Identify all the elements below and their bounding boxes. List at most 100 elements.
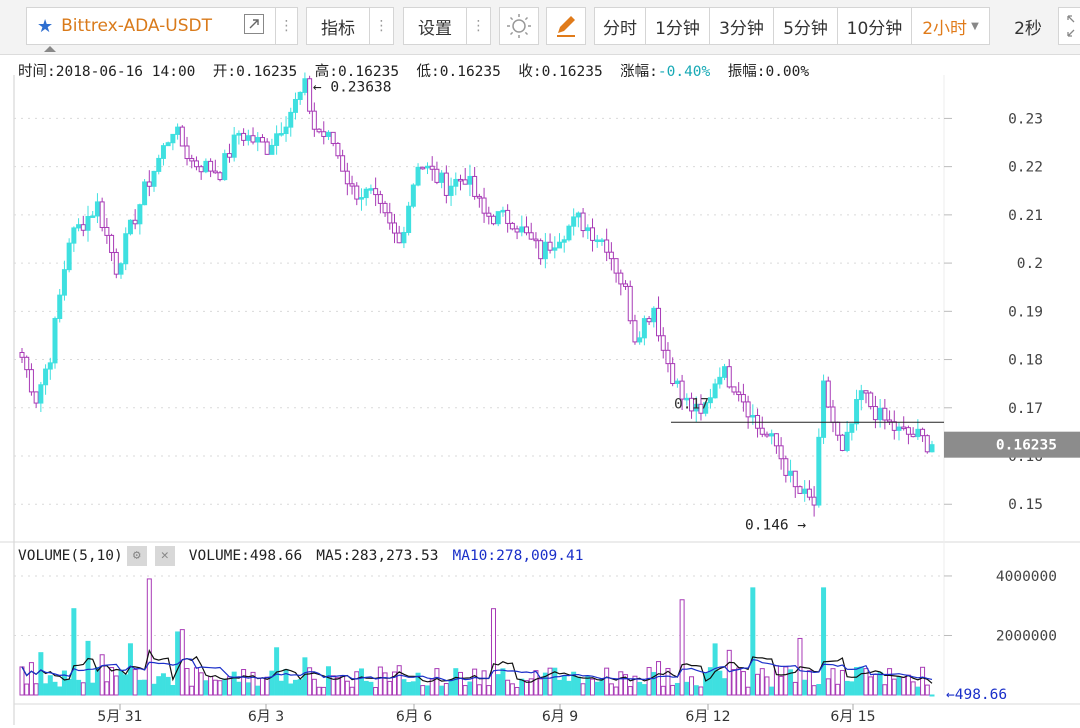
volume-bar [599,678,605,696]
volume-bar [759,668,765,696]
volume-bar [670,684,676,696]
candle-body [858,390,864,401]
volume-bar [94,666,100,696]
candle-body [740,394,746,403]
candle-body [863,390,869,394]
indicators-menu-handle[interactable]: ⋮ [370,7,394,45]
candle-body [292,98,298,113]
period-dropdown[interactable]: 2小时 ▼ [912,7,990,45]
gear-icon[interactable]: ⚙ [126,546,147,566]
volume-bar [868,676,874,696]
volume-header: VOLUME(5,10) ⚙ ✕ VOLUME:498.66 MA5:283,2… [18,546,583,566]
candle-body [491,215,497,225]
symbol-selector[interactable]: ★ Bittrex-ADA-USDT [26,7,276,45]
candle-body [349,183,355,187]
candle-body [160,145,166,159]
candle-body [877,407,883,421]
volume-bar [552,667,558,696]
candle-body [382,202,388,214]
volume-bar [231,671,237,696]
volume-bar [57,686,63,696]
volume-bar [736,667,742,696]
theme-toggle-button[interactable] [499,7,539,45]
x-axis-label: 6月 9 [542,709,578,725]
chevron-down-icon: ▼ [971,20,979,32]
volume-bar [891,678,897,696]
symbol-label: Bittrex-ADA-USDT [61,16,212,36]
volume-bar [731,669,737,696]
volume-bar [80,682,86,696]
period-tab-2[interactable]: 3分钟 [710,7,774,45]
candle-body [868,392,874,408]
volume-bar [722,678,728,696]
info-high: 0.16235 [337,64,400,80]
x-axis-label: 6月 6 [396,709,432,725]
volume-bar [816,684,822,696]
volume-bar [90,682,96,696]
volume-bar [113,675,119,696]
candle-body [627,285,633,322]
candle-body [189,158,195,162]
ma10-line [21,658,933,682]
candle-body [920,428,926,437]
volume-bar [547,667,553,696]
symbol-menu-handle[interactable]: ⋮ [276,7,298,45]
candle-body [745,401,751,418]
volume-bar [872,673,878,696]
candle-body [61,269,67,296]
refresh-rate[interactable]: 2秒 [1014,18,1042,39]
volume-bar [184,668,190,696]
volume-bar [278,680,284,696]
candle-body [448,185,454,196]
price-tick-label: 0.17 [1008,401,1043,417]
indicators-button[interactable]: 指标 [306,7,370,45]
candle-body [547,241,553,251]
volume-bar [160,673,166,696]
candle-body [226,153,232,158]
candle-body [151,170,157,187]
period-tab-0[interactable]: 分时 [594,7,646,45]
period-tab-3[interactable]: 5分钟 [774,7,838,45]
period-tab-4[interactable]: 10分钟 [838,7,912,45]
price-tick-label: 0.19 [1008,304,1043,320]
volume-bar [778,675,784,696]
volume-bar [542,672,548,696]
volume-bar [104,681,110,696]
volume-bar [618,671,624,696]
price-tick-label: 0.15 [1008,497,1043,513]
volume-bar [533,670,539,696]
draw-tool-button[interactable] [546,7,586,45]
volume-bar [189,685,195,696]
volume-bar [571,671,577,696]
close-icon[interactable]: ✕ [154,546,175,566]
candle-body [792,470,798,488]
candle-body [170,133,176,144]
candle-body [571,216,577,227]
candle-body [146,181,152,187]
volume-bar [656,661,662,696]
candle-body [924,435,930,453]
period-tab-1[interactable]: 1分钟 [646,7,710,45]
candle-body [354,185,360,200]
settings-menu-handle[interactable]: ⋮ [467,7,491,45]
candle-body [849,423,855,433]
volume-bar [109,667,115,696]
candle-body [259,137,265,143]
volume-tick-label: 4000000 [996,569,1057,585]
candle-body [495,211,501,225]
info-open: 0.16235 [236,64,298,80]
volume-bar [241,669,247,696]
fullscreen-button[interactable] [1058,7,1080,45]
candle-body [509,222,515,230]
volume-bar [33,683,39,696]
candle-body [839,434,845,451]
candle-body [825,380,831,408]
star-icon[interactable]: ★ [37,15,54,37]
settings-button[interactable]: 设置 [403,7,467,45]
popout-icon[interactable] [244,14,264,34]
candle-body [43,368,49,386]
volume-bar [462,685,468,696]
volume-bar [368,681,374,696]
price-chart[interactable]: 0.230.220.210.20.190.180.170.160.1540000… [0,56,1080,728]
candle-body [269,144,275,155]
